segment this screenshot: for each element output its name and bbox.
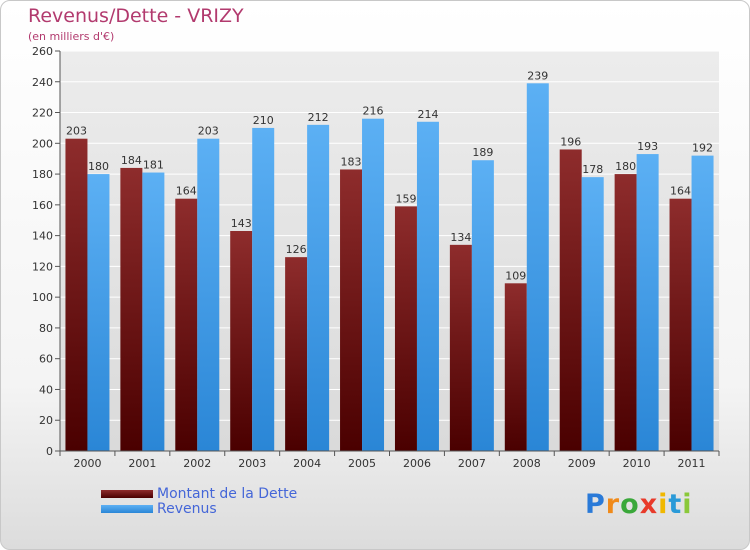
bar-revenus: [581, 177, 604, 451]
data-label: 164: [176, 185, 197, 198]
bar-revenus: [252, 127, 275, 451]
x-tick-label: 2009: [568, 457, 596, 470]
proxiti-logo: Proxiti: [585, 489, 693, 520]
x-tick-label: 2008: [513, 457, 541, 470]
bar-revenus: [691, 155, 714, 451]
data-label: 239: [527, 69, 548, 82]
chart-title: Revenus/Dette - VRIZY: [28, 5, 244, 27]
legend-swatch-revenus: [101, 505, 153, 513]
data-label: 216: [363, 105, 384, 118]
bar-dette: [65, 138, 88, 451]
y-tick-label: 240: [32, 76, 53, 89]
y-tick-label: 60: [39, 353, 53, 366]
bar-revenus: [526, 83, 549, 452]
data-label: 180: [88, 160, 109, 173]
data-label: 181: [143, 159, 164, 172]
bar-dette: [285, 257, 308, 451]
y-tick-label: 40: [39, 383, 53, 396]
x-tick-label: 2006: [403, 457, 431, 470]
x-tick-label: 2003: [238, 457, 266, 470]
data-label: 134: [450, 231, 471, 244]
legend-label-dette: Montant de la Dette: [157, 486, 298, 502]
bar-dette: [504, 283, 527, 451]
bar-dette: [340, 169, 363, 451]
x-tick-label: 2001: [128, 457, 156, 470]
bar-revenus: [197, 138, 220, 451]
data-label: 109: [505, 269, 526, 282]
data-label: 203: [66, 125, 87, 138]
y-tick-label: 100: [32, 291, 53, 304]
y-tick-label: 260: [32, 45, 53, 58]
x-tick-label: 2000: [73, 457, 101, 470]
y-tick-label: 200: [32, 137, 53, 150]
data-label: 184: [121, 154, 142, 167]
legend-label-revenus: Revenus: [157, 501, 217, 517]
bar-dette: [120, 167, 143, 451]
y-tick-label: 160: [32, 199, 53, 212]
data-label: 164: [670, 185, 691, 198]
bar-revenus: [362, 118, 385, 451]
x-tick-label: 2007: [458, 457, 486, 470]
data-label: 183: [341, 155, 362, 168]
data-label: 193: [637, 140, 658, 153]
x-tick-label: 2004: [293, 457, 321, 470]
data-label: 178: [582, 163, 603, 176]
y-tick-label: 80: [39, 322, 53, 335]
bar-revenus: [142, 172, 165, 452]
x-tick-label: 2005: [348, 457, 376, 470]
bar-revenus: [307, 124, 330, 451]
bar-revenus: [87, 174, 110, 452]
data-label: 212: [308, 111, 329, 124]
data-label: 196: [560, 135, 581, 148]
legend-swatch-dette: [101, 490, 153, 498]
bar-dette: [449, 244, 472, 451]
y-tick-label: 140: [32, 230, 53, 243]
data-label: 159: [395, 192, 416, 205]
chart-subtitle: (en milliers d'€): [28, 30, 115, 43]
data-label: 126: [286, 243, 307, 256]
bar-revenus: [416, 121, 439, 452]
y-tick-label: 180: [32, 168, 53, 181]
bar-revenus: [636, 154, 659, 452]
plot-area: [60, 51, 719, 451]
y-tick-label: 20: [39, 414, 53, 427]
bar-dette: [614, 174, 637, 452]
bar-dette: [230, 231, 253, 451]
bar-dette: [669, 198, 692, 451]
y-tick-label: 220: [32, 107, 53, 120]
data-label: 214: [417, 108, 438, 121]
bar-dette: [559, 149, 582, 451]
data-label: 189: [472, 146, 493, 159]
data-label: 192: [692, 142, 713, 155]
bar-revenus: [471, 160, 494, 451]
x-tick-label: 2002: [183, 457, 211, 470]
data-label: 203: [198, 125, 219, 138]
data-label: 143: [231, 217, 252, 230]
bar-dette: [175, 198, 198, 451]
x-tick-label: 2011: [678, 457, 706, 470]
bar-dette: [394, 206, 417, 451]
y-tick-label: 120: [32, 260, 53, 273]
x-tick-label: 2010: [623, 457, 651, 470]
y-tick-label: 0: [46, 445, 53, 458]
data-label: 180: [615, 160, 636, 173]
data-label: 210: [253, 114, 274, 127]
